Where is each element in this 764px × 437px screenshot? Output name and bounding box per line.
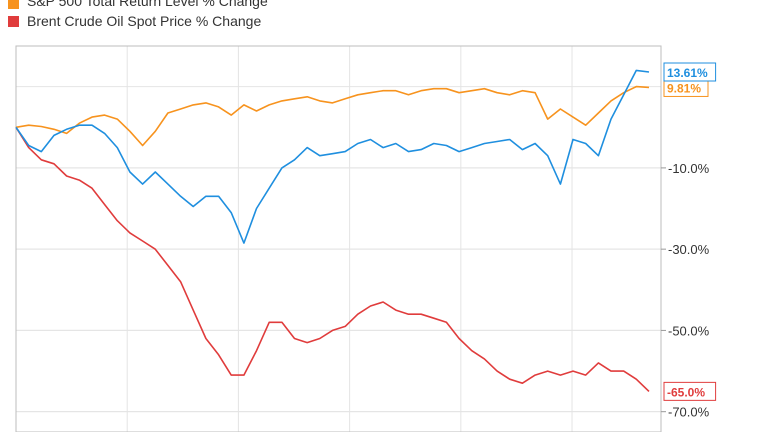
series-layer [15,69,650,392]
series-line-1 [15,126,650,392]
end-badge-label: -65.0% [667,385,705,399]
legend-label-sp500: S&P 500 Total Return Level % Change [27,0,268,9]
y-tick-label: -10.0% [668,161,710,176]
end-badge-label: 13.61% [667,66,708,80]
end-badge-2: 13.61% [663,62,717,82]
y-axis-ticks: -10.0% -30.0% -50.0% -70.0% [661,161,710,420]
legend-swatch-sp500 [8,0,19,9]
end-badge-label: 9.81% [667,81,701,95]
legend: S&P 500 Total Return Level % Change Bren… [8,0,268,29]
end-badge-0: 9.81% [663,77,709,97]
series-line-0 [15,85,650,147]
series-line-2 [15,69,650,244]
plot-background [16,46,661,432]
grid-layer [16,46,661,432]
end-badge-1: -65.0% [663,381,717,401]
legend-label-brent: Brent Crude Oil Spot Price % Change [27,13,261,29]
legend-swatch-brent [8,16,19,27]
end-badge-box [663,62,717,82]
end-value-badges: 9.81% -65.0% 13.61% [663,62,717,401]
y-tick-label: -30.0% [668,242,710,257]
y-tick-label: -50.0% [668,323,710,338]
end-badge-box [663,381,717,401]
y-tick-label: -70.0% [668,405,710,420]
